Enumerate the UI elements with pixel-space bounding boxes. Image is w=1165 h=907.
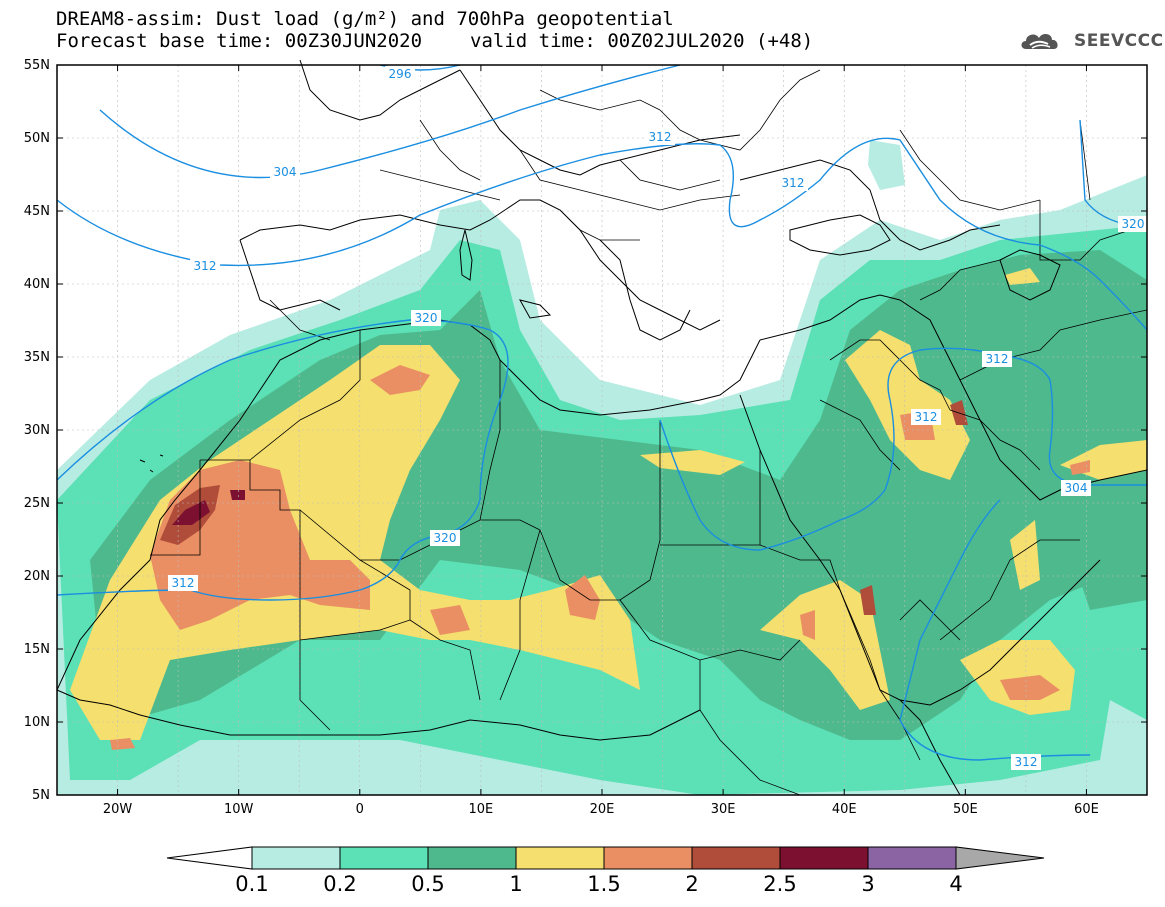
dust-band-2	[950, 400, 968, 425]
contour-label: 296	[389, 67, 412, 81]
coastlines	[56, 59, 1148, 796]
dust-band-1	[1010, 520, 1040, 590]
colorbar-label: 4	[949, 872, 962, 896]
contour-label-bg	[778, 175, 808, 191]
colorbar-label: 3	[861, 872, 874, 896]
dust-band-1.5	[565, 575, 600, 620]
contour-label-bg	[270, 164, 300, 180]
colorbar-swatch	[779, 846, 869, 870]
colorbar-label: 0.2	[323, 872, 356, 896]
dust-band-0.5	[1060, 500, 1147, 610]
contour-label: 312	[915, 410, 938, 424]
colorbar-label: 1	[509, 872, 522, 896]
contour-label: 312	[782, 176, 805, 190]
lat-label: 5N	[32, 788, 50, 803]
contour-label-bg	[168, 575, 198, 591]
colorbar-swatch	[691, 846, 781, 870]
dust-band-1	[70, 345, 640, 740]
colorbar-swatch	[603, 846, 693, 870]
dust-band-1.5	[110, 738, 135, 750]
lon-label: 0	[356, 802, 364, 817]
longitude-axis: 20W 10W 0 10E 20E 30E 40E 50E 60E	[103, 65, 1099, 817]
lon-label: 10W	[224, 802, 254, 817]
lon-label: 20E	[590, 802, 615, 817]
contour-label: 312	[1015, 755, 1038, 769]
contour-label-bg	[411, 310, 441, 326]
contour-label: 312	[986, 352, 1009, 366]
contour-label-bg	[385, 66, 415, 82]
colorbar-swatch	[339, 846, 429, 870]
dust-band-1.5	[800, 610, 815, 640]
lat-label: 20N	[24, 569, 50, 584]
lat-label: 55N	[24, 58, 50, 73]
lon-label: 30E	[711, 802, 736, 817]
contour-label-bg	[430, 530, 460, 546]
colorbar-swatch	[427, 846, 517, 870]
cloud-icon	[1021, 34, 1058, 49]
dust-band-1.5	[430, 605, 470, 635]
contour-label-bg	[1061, 480, 1091, 496]
contour-label: 304	[1065, 481, 1088, 495]
contour-label: 312	[172, 576, 195, 590]
logo-text: SEEVCCC	[1074, 31, 1164, 51]
contour-label-bg	[1011, 754, 1041, 770]
figure-title: DREAM8-assim: Dust load (g/m²) and 700hP…	[56, 8, 674, 30]
lat-label: 10N	[24, 715, 50, 730]
contour-label: 312	[194, 259, 217, 273]
colorbar-label: 2.5	[763, 872, 796, 896]
contour-label-bg	[911, 409, 941, 425]
base-time: Forecast base time: 00Z30JUN2020	[56, 30, 423, 52]
colorbar-label: 1.5	[587, 872, 620, 896]
lon-label: 60E	[1074, 802, 1099, 817]
valid-time: valid time: 00Z02JUL2020 (+48)	[470, 30, 814, 52]
dust-band-2.5	[230, 490, 245, 500]
lat-label: 35N	[24, 350, 50, 365]
dust-band-1.5	[370, 365, 430, 395]
lon-label: 50E	[953, 802, 978, 817]
contour-label-bg	[190, 258, 220, 274]
lon-label: 20W	[103, 802, 133, 817]
contour-label: 304	[274, 165, 297, 179]
colorbar-swatch	[251, 846, 341, 870]
colorbar: 0.1 0.2 0.5 1 1.5 2 2.5 3 4	[166, 846, 1045, 896]
dust-band-1.5	[1070, 460, 1090, 475]
dust-band-1.5	[1000, 675, 1060, 700]
lon-label: 40E	[832, 802, 857, 817]
seevccc-logo: SEEVCCC	[1018, 28, 1164, 54]
dust-band-0.1	[868, 140, 905, 190]
dust-band-1	[845, 330, 970, 480]
dust-band-1	[640, 450, 745, 475]
contour-label-bg	[982, 351, 1012, 367]
contour-label-bg	[645, 129, 675, 145]
lat-label: 40N	[24, 277, 50, 292]
lat-label: 15N	[24, 642, 50, 657]
lat-label: 45N	[24, 204, 50, 219]
dust-band-2	[860, 585, 876, 615]
dust-band-1	[760, 580, 890, 710]
contour-label: 320	[434, 531, 457, 545]
lat-label: 50N	[24, 131, 50, 146]
colorbar-label: 2	[685, 872, 698, 896]
contour-labels: 296 304 312 312 312 320 320 320 312 312 312 304 312	[168, 66, 1148, 770]
lat-label: 30N	[24, 423, 50, 438]
colorbar-label: 0.1	[235, 872, 268, 896]
colorbar-swatch	[867, 846, 957, 870]
forecast-times: Forecast base time: 00Z30JUN2020 valid ti…	[56, 31, 813, 51]
contour-label: 320	[1122, 217, 1145, 231]
colorbar-over-triangle	[955, 846, 1045, 870]
dust-band-1	[1005, 268, 1040, 285]
lon-label: 10E	[469, 802, 494, 817]
colorbar-swatch	[515, 846, 605, 870]
latitude-axis: 55N 50N 45N 40N 35N 30N 25N 20N 15N 10N 5N	[24, 58, 1147, 803]
colorbar-label: 0.5	[411, 872, 444, 896]
contour-label-bg	[1118, 216, 1148, 232]
lat-label: 25N	[24, 496, 50, 511]
colorbar-under-triangle	[166, 846, 253, 870]
contour-label: 320	[415, 311, 438, 325]
contour-label: 312	[649, 130, 672, 144]
dust-band-2.5	[172, 500, 210, 525]
